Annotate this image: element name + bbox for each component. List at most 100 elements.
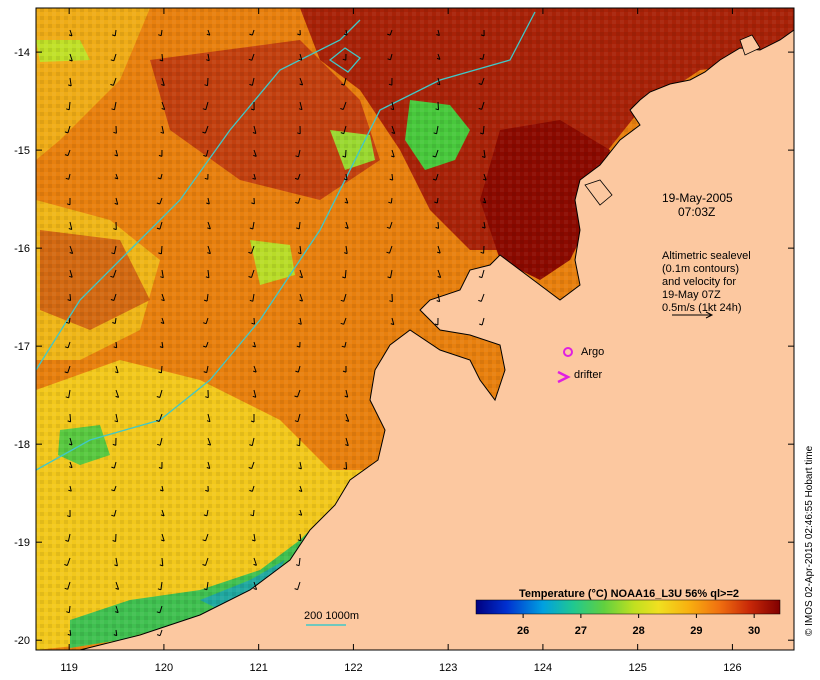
velocity-arrow-head	[159, 346, 164, 349]
velocity-arrow-head	[481, 156, 486, 158]
velocity-arrow	[113, 53, 117, 61]
velocity-arrow-head	[251, 322, 255, 325]
velocity-arrow	[115, 581, 120, 590]
depth-label: 200 1000m	[304, 610, 359, 622]
velocity-arrow-head	[114, 420, 118, 423]
velocity-arrow-head	[114, 154, 118, 157]
velocity-arrow	[299, 461, 302, 469]
velocity-arrow	[483, 173, 487, 181]
velocity-arrow-head	[345, 444, 349, 447]
velocity-arrow	[391, 317, 395, 325]
velocity-arrow	[161, 341, 164, 348]
velocity-arrow	[297, 413, 301, 422]
velocity-arrow	[161, 509, 165, 517]
legend-tick-label: 28	[633, 625, 645, 637]
velocity-arrow-head	[295, 370, 299, 373]
velocity-arrow	[437, 269, 442, 278]
velocity-arrow-head	[432, 155, 436, 158]
velocity-arrow-head	[478, 299, 482, 302]
latitude-axis: -14 -15 -16 -17 -18 -19 -20	[14, 47, 794, 647]
island	[739, 34, 761, 56]
velocity-arrow-head	[340, 108, 344, 110]
velocity-arrow-head	[202, 131, 206, 134]
velocity-arrow-head	[252, 395, 256, 398]
velocity-arrow	[204, 125, 209, 134]
velocity-arrow-head	[114, 564, 118, 567]
velocity-arrow-head	[113, 346, 117, 349]
map-plot-area	[36, 8, 794, 650]
velocity-arrow	[69, 77, 72, 86]
velocity-arrow-head	[161, 539, 165, 542]
velocity-arrow	[299, 317, 302, 325]
velocity-arrow	[297, 365, 301, 373]
drifter-marker	[557, 370, 571, 384]
velocity-arrow-head	[64, 564, 68, 566]
velocity-arrow-head	[342, 58, 346, 61]
velocity-arrows	[64, 29, 487, 637]
velocity-arrow-head	[436, 83, 441, 86]
velocity-arrow	[389, 245, 393, 254]
velocity-arrow	[391, 173, 394, 181]
velocity-arrow-head	[299, 83, 303, 86]
velocity-arrow-head	[250, 420, 255, 423]
velocity-arrow	[390, 53, 393, 60]
velocity-arrow	[112, 269, 117, 278]
velocity-arrow-head	[110, 275, 114, 278]
velocity-arrow-head	[160, 131, 164, 134]
velocity-arrow	[115, 197, 119, 205]
velocity-arrow-head	[114, 202, 118, 205]
velocity-arrow-head	[437, 276, 441, 278]
velocity-arrow	[115, 413, 119, 422]
velocity-arrow	[251, 485, 255, 492]
velocity-arrow	[299, 245, 302, 254]
velocity-arrow-head	[202, 108, 206, 111]
velocity-arrow	[481, 269, 485, 278]
velocity-arrow	[69, 245, 74, 254]
velocity-arrow	[481, 317, 485, 326]
velocity-arrow-head	[206, 202, 210, 205]
velocity-arrow	[251, 269, 255, 278]
velocity-arrow	[480, 293, 485, 302]
velocity-arrow	[345, 437, 349, 446]
velocity-arrow	[435, 149, 439, 158]
velocity-arrow	[115, 389, 120, 398]
velocity-arrow	[69, 461, 73, 468]
velocity-arrow-head	[66, 611, 70, 614]
velocity-arrow-head	[340, 322, 344, 325]
velocity-arrow-head	[343, 467, 347, 470]
velocity-arrow-head	[115, 395, 119, 398]
velocity-arrow	[253, 341, 256, 348]
velocity-arrow-head	[481, 226, 486, 229]
velocity-arrow	[251, 437, 255, 446]
velocity-arrow	[298, 557, 301, 566]
velocity-arrow	[161, 125, 165, 134]
velocity-arrow	[69, 413, 72, 422]
velocity-arrow-head	[248, 58, 252, 61]
velocity-arrow-head	[113, 634, 117, 637]
velocity-arrow-head	[253, 154, 257, 157]
velocity-arrow	[68, 101, 71, 110]
velocity-arrow-head	[294, 395, 298, 398]
lon-tick-label: 125	[628, 662, 646, 674]
velocity-arrow	[345, 29, 348, 36]
velocity-arrow-head	[296, 227, 300, 230]
velocity-arrow-head	[69, 252, 73, 254]
velocity-arrow	[69, 29, 73, 37]
velocity-arrow-head	[478, 276, 483, 279]
velocity-arrow	[436, 125, 439, 134]
credit-text: © IMOS 02-Apr-2015 02:46:55 Hobart time	[804, 445, 815, 636]
velocity-arrow	[114, 317, 117, 324]
velocity-arrow-head	[299, 299, 303, 302]
velocity-arrow-head	[65, 177, 69, 180]
velocity-arrow-head	[207, 227, 211, 230]
velocity-arrow-head	[480, 34, 485, 37]
velocity-arrow	[161, 101, 166, 110]
legend-tick-label: 26	[517, 625, 529, 637]
velocity-arrow-head	[297, 252, 302, 255]
velocity-arrow	[437, 293, 441, 302]
lon-tick-label: 121	[249, 662, 267, 674]
velocity-arrow-head	[294, 420, 299, 423]
velocity-arrow	[297, 197, 301, 204]
velocity-arrow-head	[159, 59, 163, 62]
velocity-arrow	[160, 29, 163, 36]
